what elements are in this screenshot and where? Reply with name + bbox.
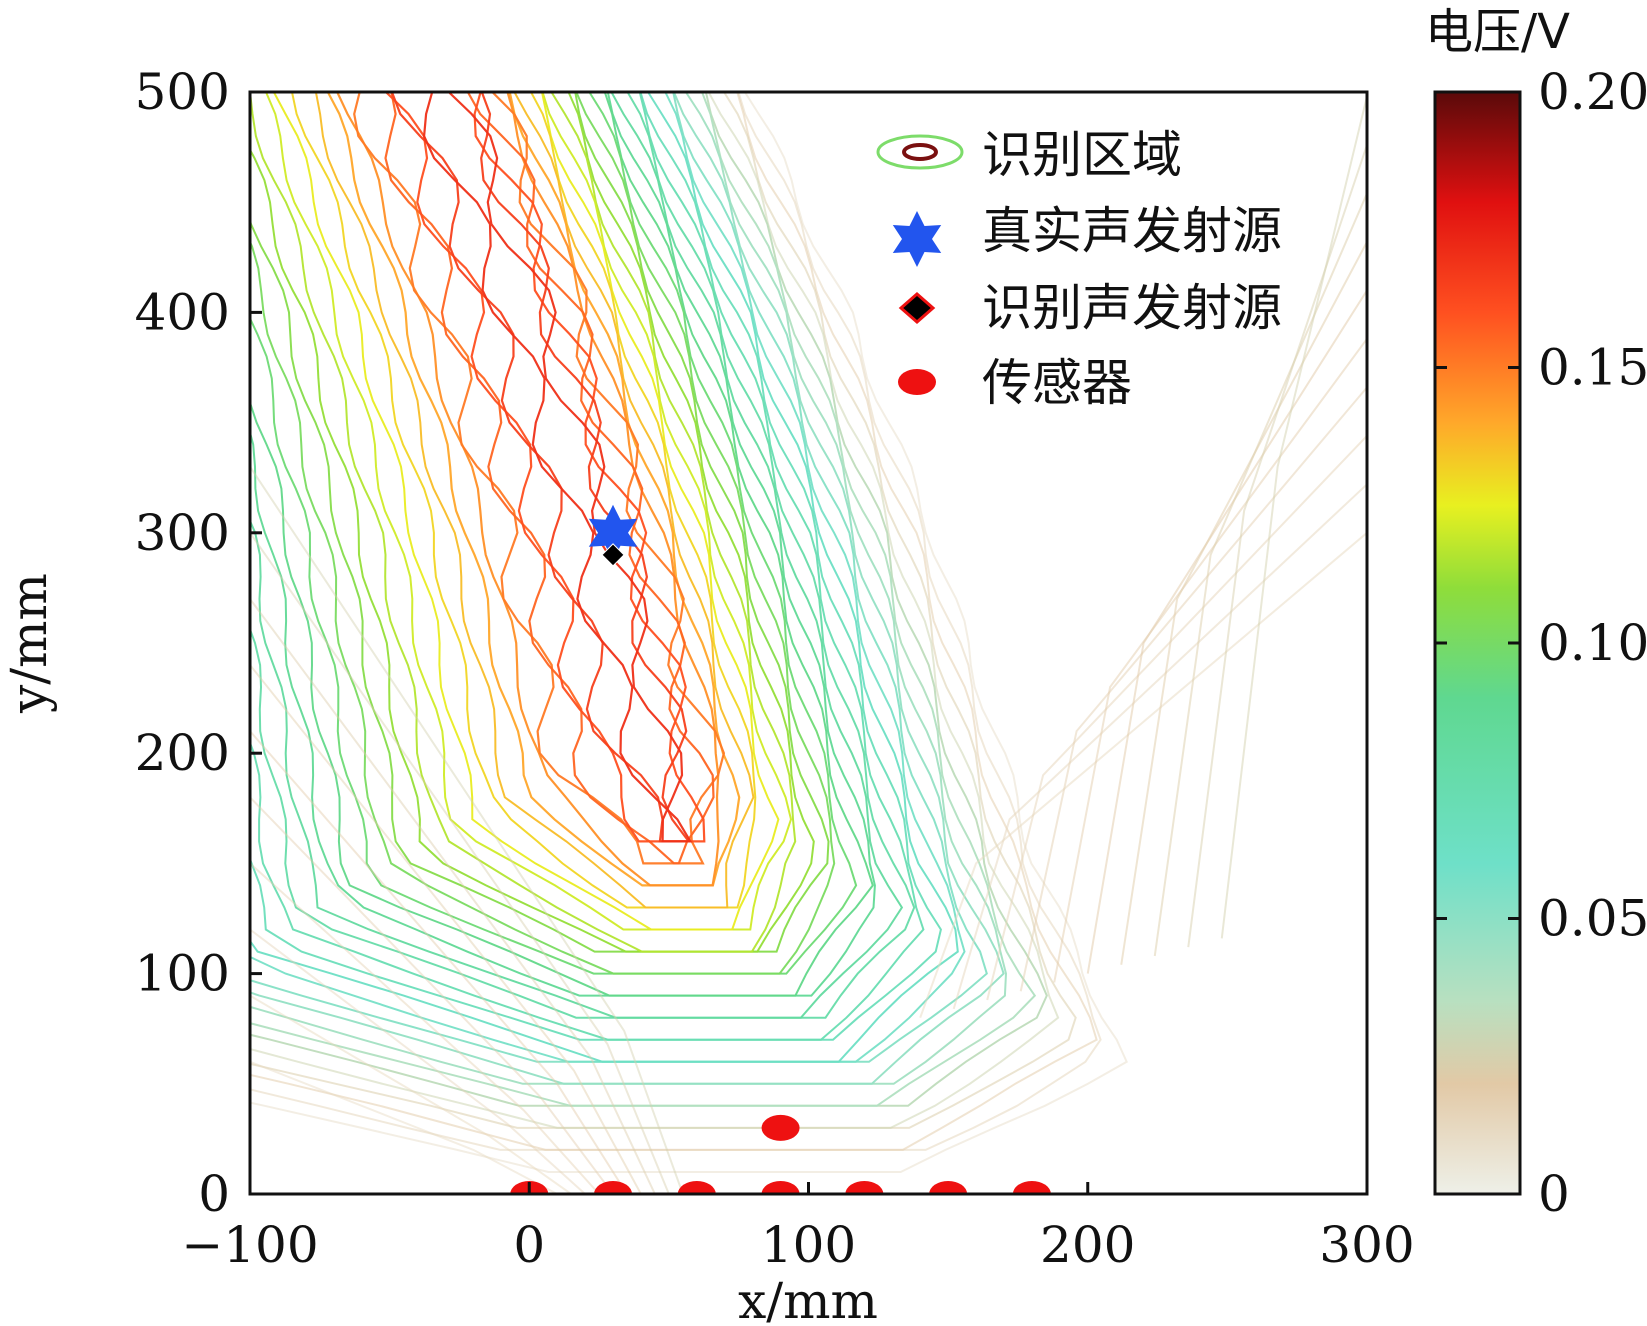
contour-line [384, 92, 706, 843]
x-tick-label: 0 [513, 1216, 545, 1274]
legend-entry-sensor: 传感器 [898, 354, 1132, 412]
contour-line [250, 92, 1048, 1107]
true-source-marker [588, 504, 638, 561]
contour-line [250, 862, 600, 1194]
legend-diamond-icon [898, 292, 936, 324]
contour-line [272, 92, 780, 931]
contour-line [314, 92, 755, 909]
colorbar-ticks: 0 0.05 0.10 0.15 0.20 [1435, 63, 1647, 1223]
legend-sensor-icon [898, 369, 936, 395]
colorbar: 电压/V 0 0.05 0.10 0.15 0.20 [1425, 4, 1647, 1223]
contour-line [250, 598, 656, 1194]
sensor-marker [761, 1181, 800, 1194]
contour-line [250, 92, 858, 975]
contour-line [250, 664, 642, 1194]
contour-line [250, 92, 797, 953]
y-axis-title: y/mm [0, 573, 58, 714]
contour-line [1220, 96, 1367, 939]
contour-line [353, 92, 726, 865]
contour-line [986, 435, 1367, 1001]
legend-region-mid-icon [891, 140, 949, 164]
colorbar-tick-label: 0.10 [1538, 614, 1647, 672]
x-tick-label: 300 [1319, 1216, 1414, 1274]
sensor-marker [929, 1181, 968, 1194]
legend-region-outer-icon [876, 134, 964, 170]
x-tick-label: 100 [761, 1216, 856, 1274]
contour-line [250, 92, 988, 1063]
contour-line [264, 92, 793, 931]
legend: 识别区域 真实声发射源 识别声发射源 传感器 [876, 126, 1282, 412]
legend-label-region: 识别区域 [982, 126, 1182, 184]
contour-line [290, 92, 757, 909]
x-axis-title: x/mm [738, 1272, 878, 1326]
identified-source-marker [601, 543, 625, 567]
y-tick-label: 100 [135, 945, 230, 1003]
contour-line [952, 483, 1367, 1010]
legend-star-icon [892, 211, 942, 267]
colorbar-tick-label: 0 [1538, 1165, 1570, 1223]
legend-entry-region: 识别区域 [876, 126, 1182, 184]
contour-line [250, 92, 1037, 1107]
contour-line [250, 92, 1098, 1151]
colorbar-tick-label: 0.05 [1538, 890, 1647, 948]
sensor-marker [677, 1181, 716, 1194]
contour-line [250, 92, 959, 1063]
contour-line [250, 92, 966, 1063]
y-tick-label: 200 [135, 724, 230, 782]
contour-line [250, 730, 628, 1194]
contour-line [335, 92, 720, 887]
y-tick-label: 400 [135, 283, 230, 341]
y-tick-label: 0 [198, 1165, 230, 1223]
contour-line [384, 92, 715, 865]
legend-label-identified-source: 识别声发射源 [982, 279, 1282, 337]
contour-line [422, 92, 693, 843]
contour-line [250, 92, 836, 975]
contour-line [250, 92, 925, 1041]
y-axis: 0 100 200 300 400 500 [135, 63, 262, 1223]
sensor-marker [845, 1181, 884, 1194]
sensor-marker [594, 1181, 633, 1194]
legend-entry-identified-source: 识别声发射源 [898, 279, 1282, 337]
contour-line [250, 92, 1077, 1129]
y-tick-label: 300 [135, 504, 230, 562]
x-axis: −100 0 100 200 300 [181, 1182, 1415, 1274]
x-tick-label: −100 [181, 1216, 318, 1274]
legend-label-true-source: 真实声发射源 [982, 202, 1282, 260]
contour-line [250, 466, 684, 1194]
contour-line [250, 928, 586, 1194]
colorbar-tick-label: 0.20 [1538, 63, 1647, 121]
contour-line [919, 532, 1367, 1019]
colorbar-tick-label: 0.15 [1538, 339, 1647, 397]
contour-line [250, 92, 1060, 1129]
contour-line [250, 92, 904, 1019]
colorbar-gradient [1433, 90, 1522, 1196]
sensor-marker [761, 1114, 800, 1141]
markers [510, 504, 1051, 1194]
contour-line [250, 92, 942, 1041]
contour-line [250, 796, 614, 1194]
contour-line [250, 92, 830, 953]
contour-lines [250, 92, 1367, 1194]
contour-line [250, 92, 874, 997]
contour-line [250, 92, 1128, 1173]
contour-line [250, 92, 815, 953]
contour-line [250, 532, 670, 1194]
colorbar-title: 电压/V [1425, 4, 1570, 60]
contour-line [250, 92, 1008, 1085]
contour-line [250, 1060, 558, 1194]
contour-line [250, 994, 572, 1194]
x-tick-label: 200 [1040, 1216, 1135, 1274]
contour-line [1019, 386, 1367, 992]
sensor-marker [1012, 1181, 1051, 1194]
contour-line [250, 92, 1102, 1151]
contour-line [250, 92, 916, 1019]
legend-entry-true-source: 真实声发射源 [892, 202, 1282, 267]
legend-region-inner-icon [902, 143, 938, 161]
contour-line [250, 92, 1005, 1085]
legend-label-sensor: 传感器 [982, 354, 1132, 412]
y-tick-label: 500 [135, 63, 230, 121]
contour-line [250, 92, 876, 997]
